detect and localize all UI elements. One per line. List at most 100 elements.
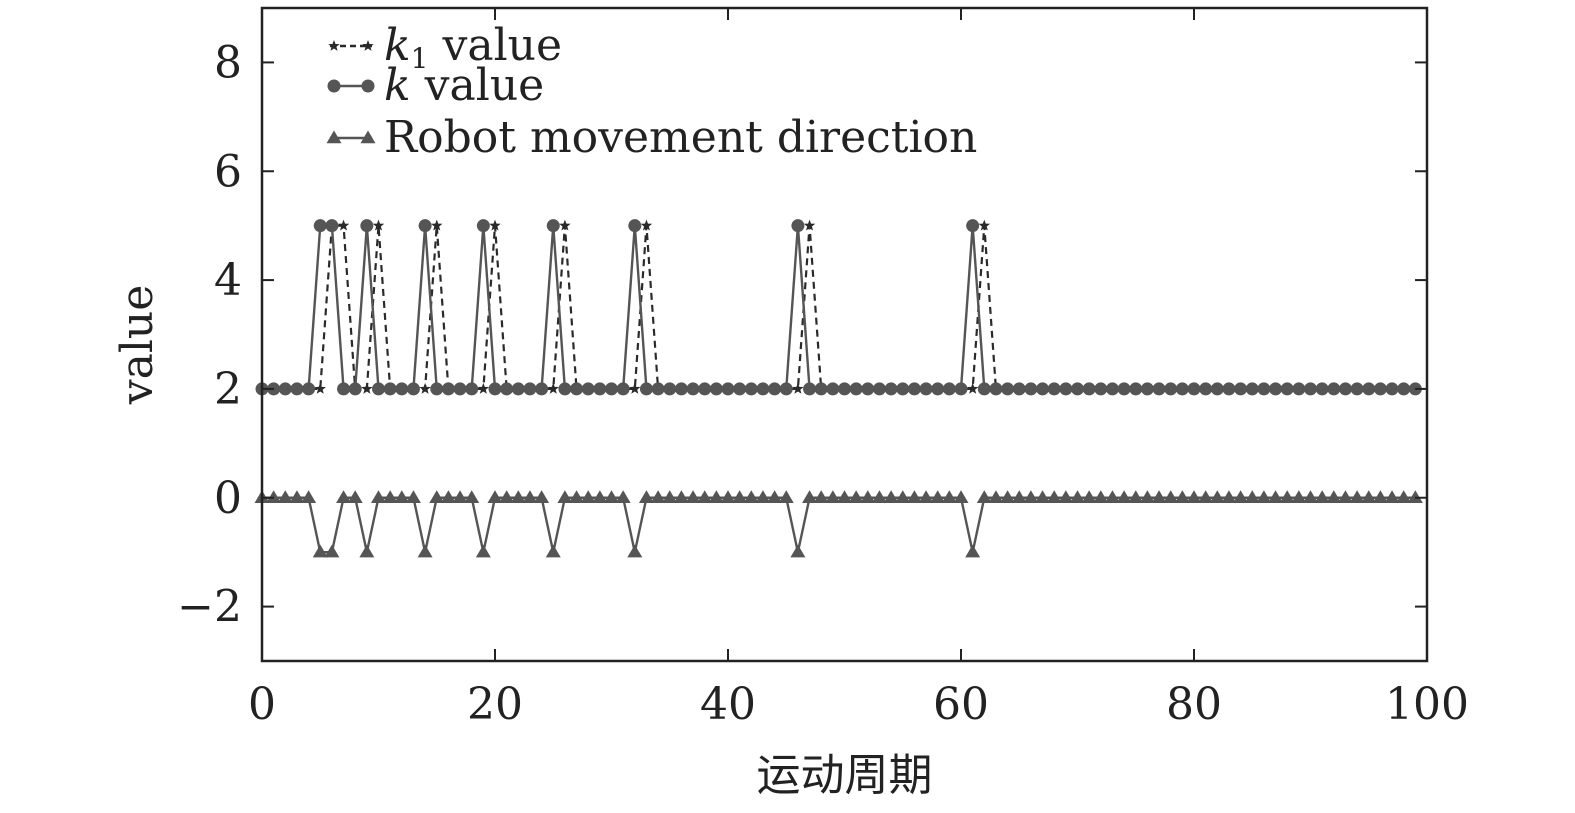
- data-point: [301, 490, 317, 503]
- data-point: [826, 382, 840, 396]
- data-point: [673, 490, 689, 503]
- data-point: [709, 382, 723, 396]
- data-point: [1139, 490, 1155, 503]
- data-point: [429, 490, 445, 503]
- data-point: [395, 382, 409, 396]
- data-point: [1036, 382, 1050, 396]
- data-point: [1303, 490, 1318, 503]
- data-point: [1174, 490, 1190, 503]
- data-point: [383, 382, 397, 396]
- data-point: [978, 219, 991, 231]
- legend-swatch-marker: [327, 79, 341, 93]
- data-point: [720, 490, 736, 503]
- data-point: [277, 490, 293, 503]
- series-layer: [254, 219, 1423, 558]
- data-point: [371, 490, 386, 503]
- data-point: [1175, 382, 1189, 396]
- data-point: [1385, 382, 1399, 396]
- data-point: [803, 219, 816, 231]
- data-point: [1187, 382, 1201, 396]
- data-point: [1396, 490, 1412, 503]
- data-point: [419, 382, 431, 394]
- data-point: [1292, 382, 1306, 396]
- series-line: [262, 496, 1416, 554]
- data-point: [871, 490, 887, 503]
- data-point: [651, 382, 665, 396]
- data-point: [372, 382, 385, 396]
- data-point: [849, 382, 863, 396]
- data-point: [1035, 490, 1051, 503]
- data-point: [1315, 382, 1329, 396]
- data-point: [476, 219, 490, 233]
- data-point: [1198, 490, 1214, 503]
- data-point: [1244, 490, 1260, 503]
- data-point: [1059, 382, 1073, 396]
- data-point: [1209, 490, 1225, 503]
- data-point: [313, 219, 327, 233]
- data-point: [593, 382, 607, 396]
- data-point: [337, 219, 350, 231]
- data-point: [954, 382, 968, 396]
- data-point: [837, 490, 852, 503]
- legend-swatch-marker: [361, 79, 375, 93]
- data-point: [605, 382, 618, 396]
- data-point: [650, 490, 666, 503]
- data-point: [919, 382, 933, 396]
- data-point: [743, 490, 759, 503]
- data-point: [628, 219, 642, 233]
- data-point: [733, 382, 747, 396]
- y-tick-label: −2: [177, 582, 242, 633]
- data-point: [966, 382, 979, 394]
- data-point: [361, 382, 373, 394]
- data-point: [1129, 382, 1143, 396]
- data-point: [440, 490, 456, 503]
- y-tick-label: 2: [214, 364, 242, 415]
- data-point: [545, 544, 561, 558]
- data-point: [767, 490, 783, 503]
- data-point: [1058, 490, 1074, 503]
- data-point: [629, 382, 641, 394]
- data-point: [570, 382, 584, 396]
- data-point: [1128, 490, 1144, 503]
- data-point: [604, 490, 619, 503]
- data-point: [989, 382, 1003, 396]
- data-point: [756, 382, 770, 396]
- data-point: [489, 219, 501, 231]
- data-point: [1000, 490, 1016, 503]
- data-point: [1210, 382, 1224, 396]
- data-point: [1234, 382, 1248, 396]
- legend-item: Robot movement direction: [326, 112, 977, 163]
- data-point: [1279, 490, 1295, 503]
- legend-swatch-marker: [360, 130, 376, 144]
- data-point: [1327, 382, 1341, 396]
- data-point: [477, 382, 490, 394]
- data-point: [1384, 490, 1400, 503]
- legend-swatch-marker: [326, 130, 342, 144]
- data-point: [1163, 490, 1179, 503]
- data-point: [1397, 382, 1411, 396]
- data-point: [708, 490, 724, 503]
- data-point: [779, 382, 793, 396]
- data-point: [580, 490, 596, 503]
- data-point: [348, 382, 362, 396]
- data-point: [663, 382, 677, 396]
- data-point: [417, 544, 433, 558]
- data-point: [813, 490, 829, 503]
- data-point: [1291, 490, 1307, 503]
- data-point: [418, 219, 432, 233]
- x-tick-label: 40: [700, 679, 756, 730]
- data-point: [848, 490, 864, 503]
- data-point: [838, 382, 851, 396]
- series-k-value: [255, 219, 1422, 396]
- data-point: [1011, 490, 1027, 503]
- data-point: [1361, 490, 1377, 503]
- data-point: [290, 382, 304, 396]
- x-tick-label: 0: [248, 679, 276, 730]
- data-point: [792, 382, 804, 394]
- data-point: [406, 382, 420, 396]
- data-point: [336, 490, 352, 503]
- data-point: [1023, 490, 1039, 503]
- data-point: [1304, 382, 1317, 396]
